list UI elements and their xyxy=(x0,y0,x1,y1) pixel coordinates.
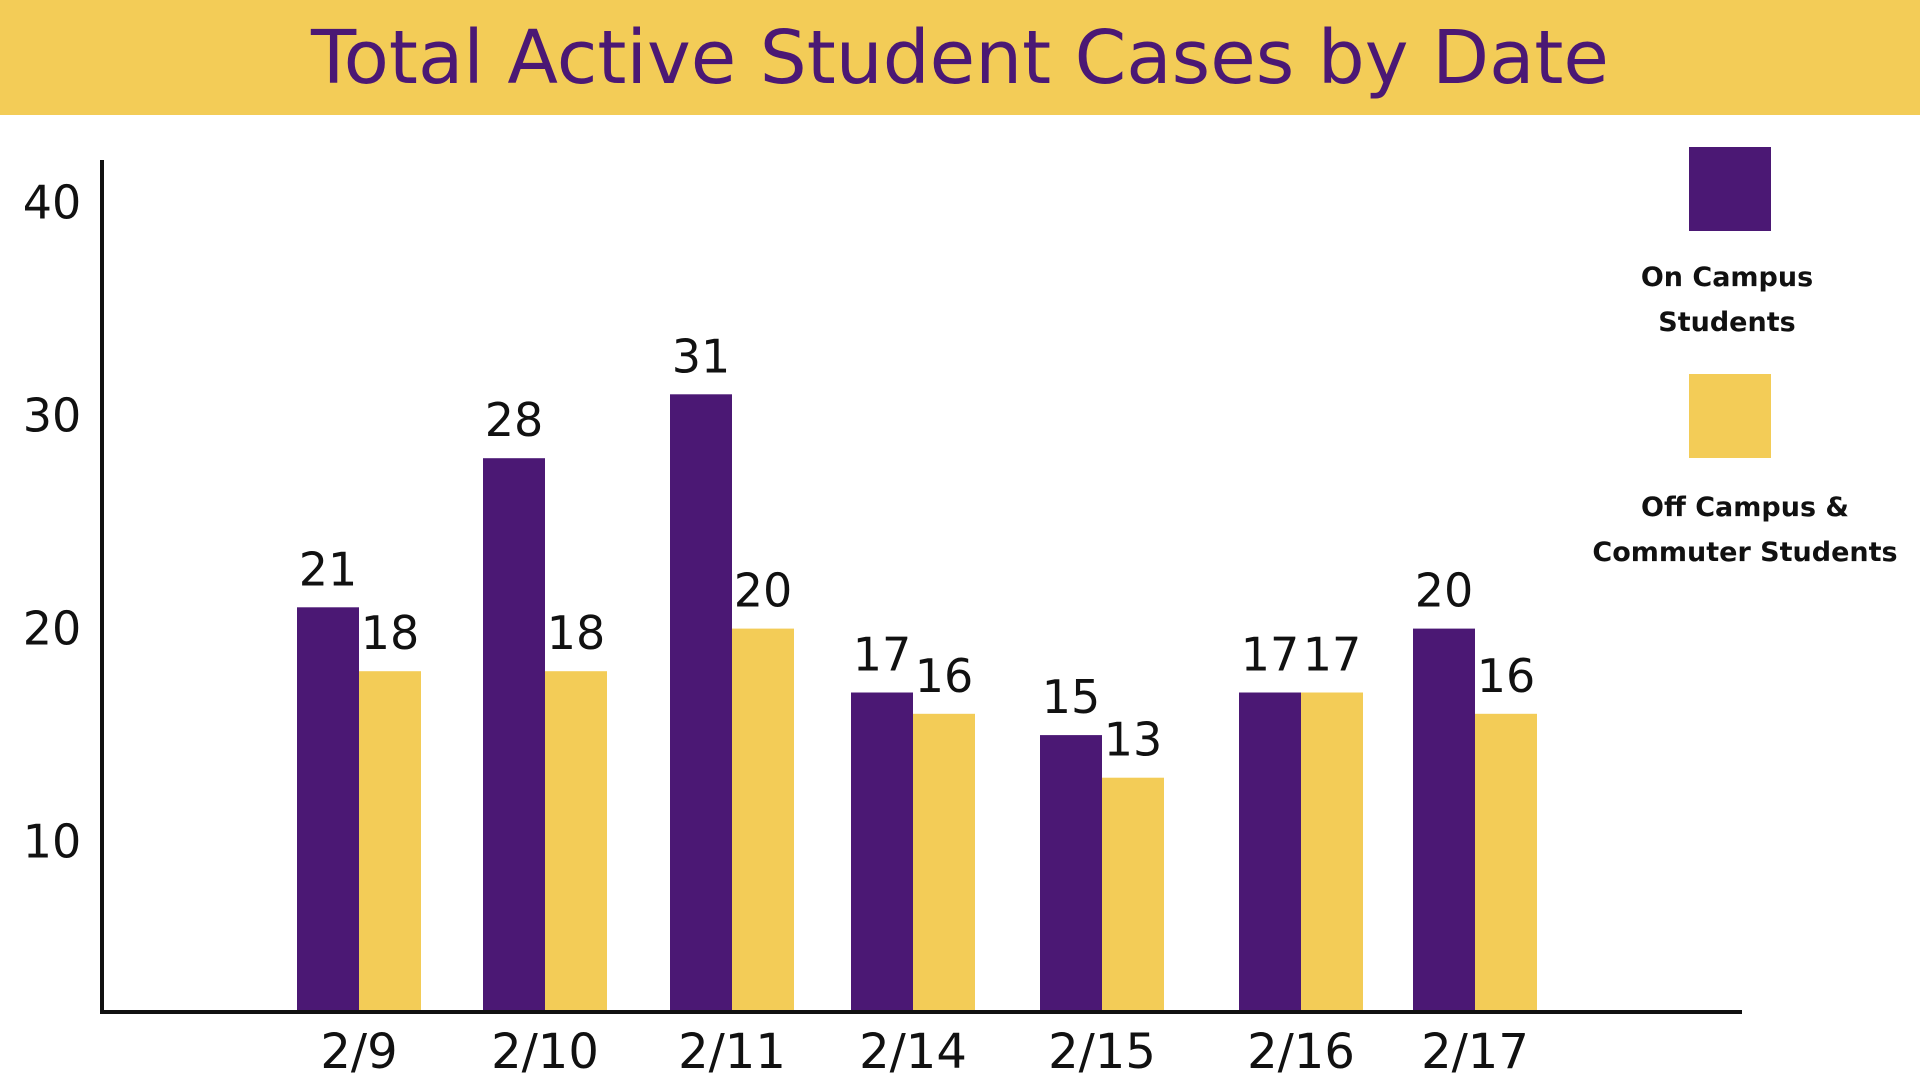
x-tick-label-2-11: 2/11 xyxy=(678,1024,786,1080)
bar-on-campus-2-11 xyxy=(670,394,732,1012)
data-label-on-campus-2-17: 20 xyxy=(1415,564,1474,618)
data-label-off-campus-2-15: 13 xyxy=(1104,713,1163,767)
x-tick-label-2-17: 2/17 xyxy=(1421,1024,1529,1080)
title-banner: Total Active Student Cases by Date xyxy=(0,0,1920,115)
legend-label-on-campus: On Campus Students xyxy=(1641,262,1813,338)
bar-off-campus-2-16 xyxy=(1301,692,1363,1012)
data-label-on-campus-2-9: 21 xyxy=(299,542,358,596)
x-tick-label-2-9: 2/9 xyxy=(320,1024,397,1080)
data-label-off-campus-2-14: 16 xyxy=(915,649,974,703)
x-tick-label-2-16: 2/16 xyxy=(1247,1024,1355,1080)
bar-off-campus-2-17 xyxy=(1475,713,1537,1012)
legend-label-off-campus: Off Campus & Commuter Students xyxy=(1592,492,1897,568)
data-label-on-campus-2-14: 17 xyxy=(853,628,912,682)
axes-layer: 2/9 2/10 2/11 2/14 2/15 2/16 2/17 10 20 30 40 xyxy=(23,160,1742,1080)
legend: On Campus Students Off Campus & Commuter St… xyxy=(1592,147,1898,568)
data-label-off-campus-2-10: 18 xyxy=(547,606,606,660)
data-label-off-campus-2-16: 17 xyxy=(1303,628,1362,682)
y-tick-label-30: 30 xyxy=(23,389,82,443)
chart-title: Total Active Student Cases by Date xyxy=(311,14,1609,101)
bar-on-campus-2-9 xyxy=(297,607,359,1012)
legend-swatch-off-campus xyxy=(1689,374,1771,458)
data-label-on-campus-2-11: 31 xyxy=(672,329,731,383)
data-label-on-campus-2-10: 28 xyxy=(485,393,544,447)
y-tick-label-20: 20 xyxy=(23,602,82,656)
bar-off-campus-2-15 xyxy=(1102,777,1164,1012)
legend-swatch-on-campus xyxy=(1689,147,1771,231)
bar-on-campus-2-17 xyxy=(1413,628,1475,1012)
y-tick-label-10: 10 xyxy=(23,815,82,869)
bars-layer xyxy=(297,394,1537,1012)
data-label-off-campus-2-17: 16 xyxy=(1477,649,1536,703)
bar-on-campus-2-15 xyxy=(1040,735,1102,1012)
bar-off-campus-2-9 xyxy=(359,671,421,1012)
bar-off-campus-2-14 xyxy=(913,713,975,1012)
y-tick-label-40: 40 xyxy=(23,176,82,230)
x-tick-label-2-10: 2/10 xyxy=(491,1024,599,1080)
x-tick-label-2-14: 2/14 xyxy=(859,1024,967,1080)
bar-off-campus-2-10 xyxy=(545,671,607,1012)
x-tick-label-2-15: 2/15 xyxy=(1048,1024,1156,1080)
data-label-off-campus-2-11: 20 xyxy=(734,564,793,618)
data-label-off-campus-2-9: 18 xyxy=(361,606,420,660)
bar-on-campus-2-10 xyxy=(483,458,545,1012)
data-label-on-campus-2-16: 17 xyxy=(1241,628,1300,682)
bar-off-campus-2-11 xyxy=(732,628,794,1012)
bar-on-campus-2-16 xyxy=(1239,692,1301,1012)
data-label-on-campus-2-15: 15 xyxy=(1042,670,1101,724)
bar-on-campus-2-14 xyxy=(851,692,913,1012)
